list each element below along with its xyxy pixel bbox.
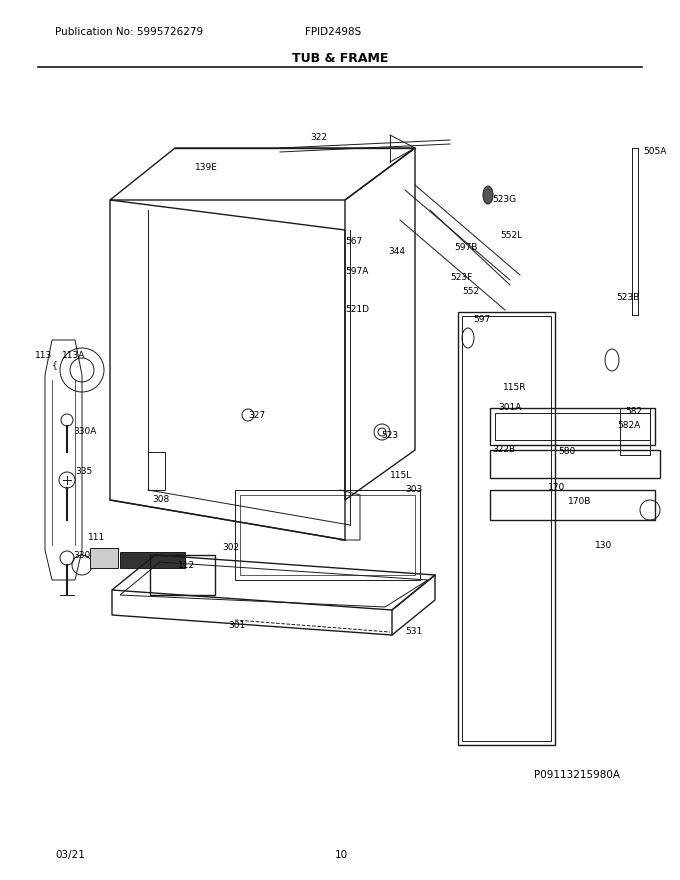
Text: 115R: 115R (503, 384, 526, 392)
Text: 302: 302 (222, 544, 239, 553)
Text: 597A: 597A (345, 268, 369, 276)
Text: 170B: 170B (568, 497, 592, 507)
Text: 523: 523 (381, 430, 398, 439)
Text: Publication No: 5995726279: Publication No: 5995726279 (55, 27, 203, 37)
Text: 308: 308 (152, 495, 169, 504)
Text: 330A: 330A (73, 428, 97, 436)
Text: 567: 567 (345, 238, 362, 246)
Text: 335: 335 (75, 467, 92, 476)
Text: 301: 301 (228, 620, 245, 629)
Text: 111: 111 (88, 533, 105, 542)
Text: 552L: 552L (500, 231, 522, 239)
Text: 139E: 139E (195, 164, 218, 172)
Text: 582A: 582A (617, 421, 641, 429)
Text: 330: 330 (73, 551, 90, 560)
Text: 521D: 521D (345, 305, 369, 314)
Text: 552: 552 (462, 288, 479, 297)
Text: 301A: 301A (498, 404, 522, 413)
Text: 113A: 113A (62, 350, 86, 360)
Text: 115L: 115L (390, 471, 412, 480)
Text: P09113215980A: P09113215980A (534, 770, 620, 780)
Text: 523F: 523F (450, 274, 472, 282)
Text: 303: 303 (405, 486, 422, 495)
Text: 523B: 523B (616, 294, 639, 303)
Text: 582: 582 (625, 407, 642, 416)
Ellipse shape (483, 186, 493, 204)
Text: 113: 113 (35, 350, 52, 360)
Polygon shape (120, 552, 185, 568)
Text: {: { (52, 361, 58, 370)
Text: 344: 344 (388, 247, 405, 256)
Text: 597: 597 (473, 316, 490, 325)
Text: 170: 170 (548, 483, 565, 493)
Polygon shape (90, 548, 118, 568)
Text: 327: 327 (248, 410, 265, 420)
Text: 531: 531 (405, 627, 422, 636)
Text: TUB & FRAME: TUB & FRAME (292, 52, 388, 64)
Text: 10: 10 (335, 850, 348, 860)
Text: 523G: 523G (492, 195, 516, 204)
Text: 505A: 505A (643, 148, 666, 157)
Text: 597B: 597B (454, 244, 477, 253)
Text: 112: 112 (178, 561, 195, 569)
Text: 03/21: 03/21 (55, 850, 85, 860)
Text: 130: 130 (595, 540, 612, 549)
Text: 322: 322 (310, 134, 327, 143)
Text: 580: 580 (558, 448, 575, 457)
Text: 322B: 322B (492, 445, 515, 454)
Text: FPID2498S: FPID2498S (305, 27, 361, 37)
